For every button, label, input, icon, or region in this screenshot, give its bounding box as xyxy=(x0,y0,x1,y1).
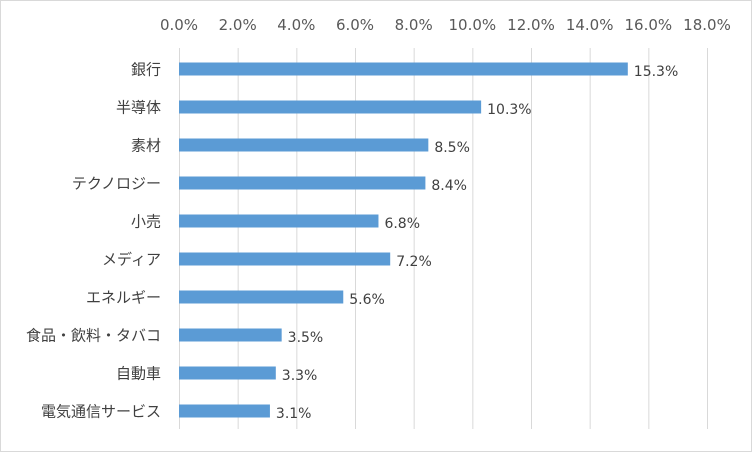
data-label: 7.2% xyxy=(396,254,432,270)
data-label: 8.4% xyxy=(431,178,467,194)
x-tick-label: 0.0% xyxy=(160,16,198,34)
category-label: エネルギー xyxy=(86,289,161,307)
data-label: 6.8% xyxy=(384,216,420,232)
data-label: 3.1% xyxy=(276,406,312,422)
category-label: メディア xyxy=(102,251,161,269)
category-labels: 銀行半導体素材テクノロジー小売メディアエネルギー食品・飲料・タバコ自動車電気通信… xyxy=(26,61,161,421)
x-tick-label: 14.0% xyxy=(566,16,614,34)
data-label: 3.5% xyxy=(288,330,324,346)
data-label: 8.5% xyxy=(434,140,470,156)
data-label: 3.3% xyxy=(282,368,318,384)
bar xyxy=(179,252,391,266)
category-label: 食品・飲料・タバコ xyxy=(26,327,161,345)
category-label: 自動車 xyxy=(116,365,161,383)
category-label: 半導体 xyxy=(116,99,161,117)
bar xyxy=(179,328,282,342)
bar xyxy=(179,404,270,418)
category-label: 銀行 xyxy=(131,61,161,79)
bar xyxy=(179,62,628,76)
data-labels: 15.3% 10.3% 8.5% 8.4% 6.8% 7.2% 5.6% 3.5% 3.3% 3.… xyxy=(276,64,678,422)
category-label: 素材 xyxy=(131,137,161,155)
category-label: 小売 xyxy=(131,213,161,231)
data-label: 5.6% xyxy=(349,292,385,308)
x-tick-label: 4.0% xyxy=(277,16,315,34)
bar xyxy=(179,214,379,228)
data-label: 10.3% xyxy=(487,102,531,118)
category-label: テクノロジー xyxy=(72,175,161,193)
x-tick-label: 16.0% xyxy=(625,16,673,34)
bar xyxy=(179,138,429,152)
bars xyxy=(179,62,628,418)
x-tick-label: 10.0% xyxy=(449,16,497,34)
data-label: 15.3% xyxy=(634,64,678,80)
category-label: 電気通信サービス xyxy=(41,403,161,421)
bar xyxy=(179,366,276,380)
x-axis-ticks: 0.0% 2.0% 4.0% 6.0% 8.0% 10.0% 12.0% 14.0% 16.0%… xyxy=(160,16,731,34)
x-tick-label: 12.0% xyxy=(507,16,555,34)
x-tick-label: 8.0% xyxy=(395,16,433,34)
x-tick-label: 18.0% xyxy=(683,16,731,34)
x-tick-label: 6.0% xyxy=(336,16,374,34)
bar xyxy=(179,100,482,114)
x-tick-label: 2.0% xyxy=(219,16,257,34)
bar xyxy=(179,176,426,190)
bar xyxy=(179,290,344,304)
